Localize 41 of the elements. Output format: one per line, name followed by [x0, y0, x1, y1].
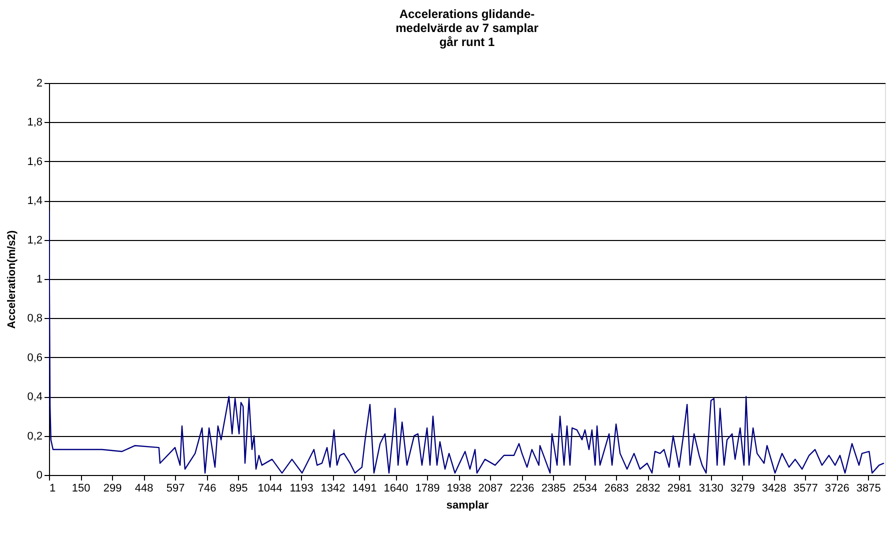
y-tick-label: 1,8 — [27, 116, 42, 129]
x-tick-label: 2832 — [636, 482, 660, 494]
y-tick-label: 0,8 — [27, 312, 42, 325]
y-tick-label: 1 — [36, 274, 42, 286]
x-tick-label: 299 — [103, 482, 122, 494]
y-axis-title: Acceleration(m/s2) — [6, 230, 18, 329]
x-tick-label: 3726 — [824, 482, 850, 494]
x-tick-label: 895 — [229, 482, 248, 494]
x-tick-label: 1044 — [258, 482, 282, 494]
x-tick-label: 3279 — [730, 482, 755, 494]
y-tick-label: 0,4 — [27, 391, 42, 404]
x-tick-label: 746 — [198, 482, 216, 494]
x-tick-label: 1193 — [290, 482, 314, 494]
x-tick-label: 1938 — [446, 482, 472, 494]
x-tick-label: 2236 — [510, 482, 534, 494]
x-tick-label: 150 — [72, 482, 90, 494]
x-tick-label: 1 — [50, 482, 56, 494]
x-tick-label: 2981 — [667, 482, 692, 494]
x-tick-label: 1342 — [320, 482, 346, 494]
x-tick-label: 3130 — [698, 482, 724, 494]
x-tick-label: 3577 — [793, 482, 818, 494]
x-tick-label: 597 — [166, 482, 185, 494]
y-tick-label: 1,4 — [27, 195, 42, 208]
x-tick-label: 2385 — [541, 482, 566, 494]
x-tick-label: 448 — [134, 482, 154, 494]
x-tick-label: 3875 — [856, 482, 881, 494]
x-tick-label: 2683 — [604, 482, 629, 494]
x-tick-label: 1491 — [352, 482, 377, 494]
x-tick-label: 1789 — [415, 482, 440, 494]
x-tick-label: 2087 — [478, 482, 503, 494]
x-axis-title: samplar — [446, 500, 490, 512]
x-tick-label: 3428 — [762, 482, 786, 494]
x-tick-label: 2534 — [572, 482, 598, 494]
y-tick-label: 0 — [36, 470, 42, 482]
y-tick-label: 1,2 — [27, 234, 42, 246]
x-tick-label: 1640 — [384, 482, 408, 494]
y-tick-label: 1,6 — [27, 156, 42, 168]
chart-title: Accelerations glidande- medelvärde av 7 samplar går runt 1 — [396, 7, 539, 49]
y-tick-label: 0,6 — [27, 352, 42, 364]
y-tick-label: 2 — [36, 78, 42, 90]
y-tick-label: 0,2 — [27, 430, 42, 442]
